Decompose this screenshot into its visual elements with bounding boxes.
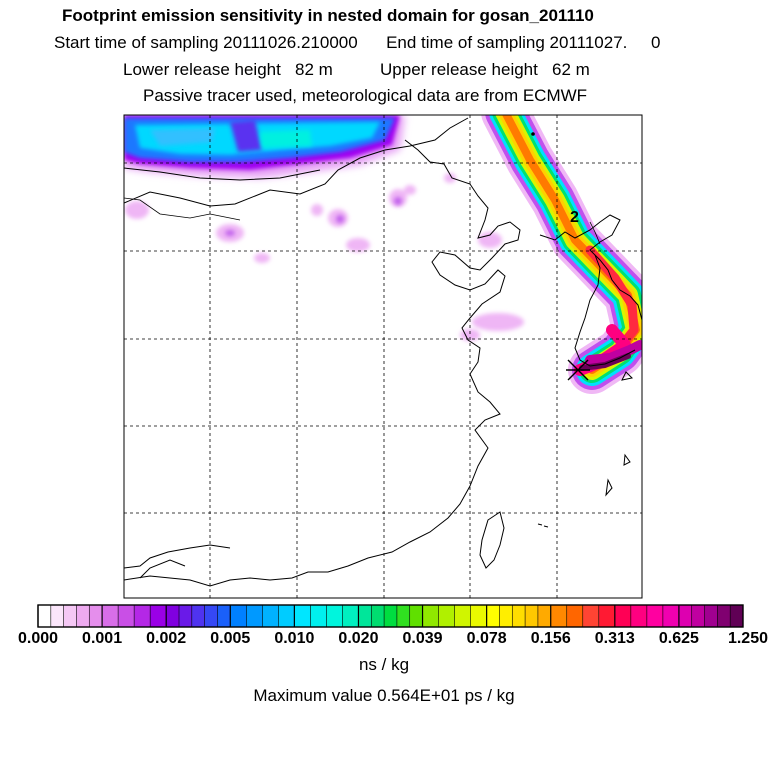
colorbar-tick-label: 0.000 (17, 630, 59, 647)
colorbar-tick-label: 0.005 (210, 630, 251, 647)
colorbar-swatch (470, 605, 487, 627)
colorbar-tick-label: 0.020 (338, 630, 379, 647)
colorbar-unit: ns / kg (358, 655, 410, 674)
colorbar-swatch (358, 605, 372, 627)
colorbar-swatch (486, 605, 500, 627)
colorbar-swatch (499, 605, 513, 627)
colorbar-swatch (550, 605, 568, 627)
colorbar-swatch (38, 605, 52, 627)
colorbar-tick-label: 0.039 (402, 630, 443, 647)
colorbar-swatch (191, 605, 205, 627)
colorbar-swatch (614, 605, 632, 627)
upper-height-value: 62 m (552, 60, 590, 79)
map-title: Footprint emission sensitivity in nested… (62, 6, 594, 25)
colorbar-swatch (582, 605, 600, 627)
start-time-value: 20111026.210000 (223, 33, 358, 52)
colorbar-swatch (384, 605, 398, 627)
colorbar-swatch (454, 605, 471, 627)
colorbar-swatch (525, 605, 539, 627)
colorbar-swatch (662, 605, 680, 627)
colorbar-swatch (422, 605, 439, 627)
colorbar-swatch (102, 605, 119, 627)
colorbar-swatch (204, 605, 218, 627)
colorbar-swatch (678, 605, 693, 627)
colorbar-swatch (262, 605, 279, 627)
colorbar-swatch (278, 605, 295, 627)
colorbar-swatch (179, 605, 193, 627)
tracer-info: Passive tracer used, meteorological data… (143, 86, 588, 105)
colorbar-swatch (134, 605, 151, 627)
colorbar-swatch (598, 605, 616, 627)
colorbar-tick-label: 0.002 (146, 630, 187, 647)
colorbar-swatch (730, 605, 744, 627)
end-time-label: End time of sampling (386, 33, 545, 52)
colorbar-tick-label: 0.313 (594, 630, 635, 647)
colorbar-tick-label: 0.010 (274, 630, 315, 647)
colorbar-swatch (118, 605, 135, 627)
max-label: Maximum value (253, 686, 373, 705)
colorbar-swatch (326, 605, 343, 627)
colorbar-swatch (646, 605, 664, 627)
colorbar-tick-label: 0.156 (530, 630, 571, 647)
colorbar-swatch (50, 605, 64, 627)
colorbar-tick-label: 0.078 (466, 630, 507, 647)
colorbar-swatch (566, 605, 584, 627)
end-time-value: 20111027. (549, 33, 628, 52)
colorbar-swatch (512, 605, 526, 627)
lower-height-label: Lower release height (123, 60, 281, 79)
colorbar-swatch (438, 605, 455, 627)
colorbar-swatch (310, 605, 327, 627)
colorbar-swatch (166, 605, 180, 627)
colorbar-swatch (76, 605, 90, 627)
colorbar-swatch (537, 605, 552, 627)
colorbar-swatch (704, 605, 718, 627)
colorbar-swatch (294, 605, 311, 627)
release-heights: Lower release height 82 m Upper release … (123, 60, 768, 80)
colorbar-swatch (217, 605, 231, 627)
maximum-value: Maximum value 0.564E+01 ps / kg (0, 686, 768, 706)
colorbar-swatch (371, 605, 385, 627)
transport-plume (481, 115, 642, 394)
x-marker-icon (566, 359, 590, 381)
contour-label: 2 (570, 209, 579, 226)
colorbar-swatch (63, 605, 77, 627)
lower-height-value: 82 m (295, 60, 333, 79)
colorbar-swatch (150, 605, 167, 627)
colorbar-swatch (246, 605, 263, 627)
lat-lon-grid (124, 115, 642, 598)
colorbar-swatch (717, 605, 731, 627)
colorbar-swatch (230, 605, 247, 627)
colorbar-swatch (89, 605, 103, 627)
coastlines (124, 117, 642, 587)
map-border (123, 114, 643, 599)
small-point-icon (531, 132, 535, 136)
colorbar-swatch (630, 605, 648, 627)
upper-height-label: Upper release height (380, 60, 538, 79)
colorbar-swatch (342, 605, 359, 627)
max-number: 0.564E+01 (377, 686, 460, 705)
colorbar (37, 604, 744, 628)
colorbar-swatch (409, 605, 423, 627)
colorbar-swatch (691, 605, 705, 627)
colorbar-frame (37, 604, 744, 628)
northern-sensitivity-band (124, 115, 405, 178)
start-time-label: Start time of sampling (54, 33, 219, 52)
colorbar-tick-label: 0.625 (658, 630, 699, 647)
colorbar-tick-label: 1.250 (727, 630, 768, 647)
sampling-times: Start time of sampling 20111026.210000 E… (54, 33, 768, 53)
max-unit: ps / kg (464, 686, 515, 705)
colorbar-swatch (396, 605, 411, 627)
colorbar-tick-label: 0.001 (82, 630, 123, 647)
end-time-suffix: 0 (651, 33, 661, 52)
